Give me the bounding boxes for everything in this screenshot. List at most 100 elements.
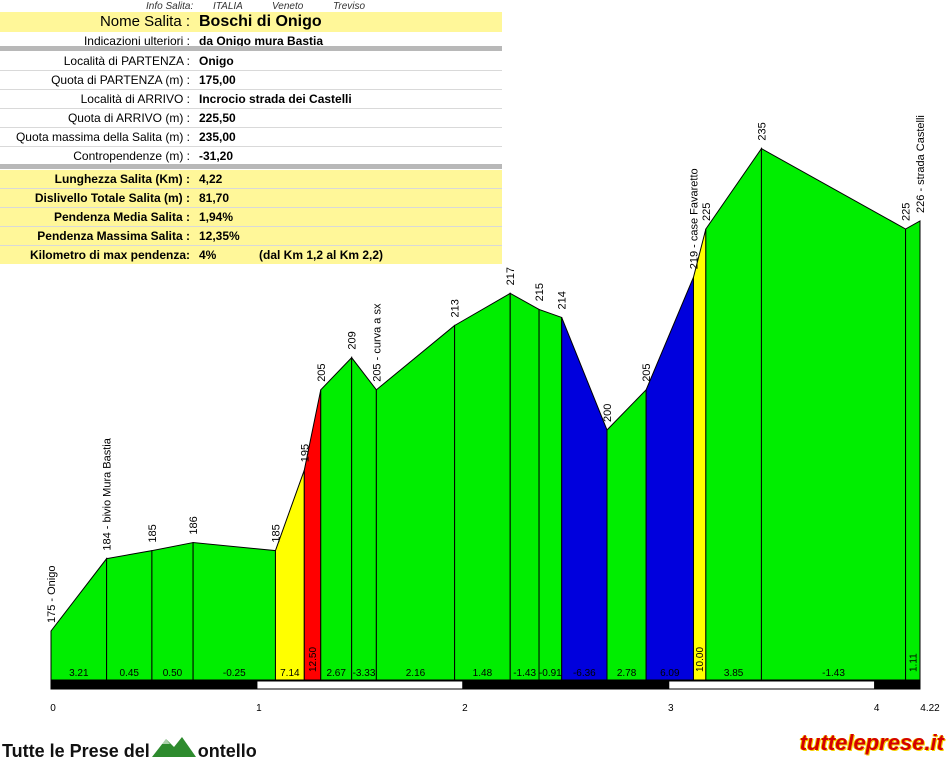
climb-name-row: Nome Salita : Boschi di Onigo: [0, 12, 502, 32]
gradient-label: 1.11: [908, 653, 919, 672]
elevation-label: 175 - Onigo: [46, 566, 58, 623]
summary-row-value: 4%: [199, 248, 217, 262]
summary-row-note: (dal Km 1,2 al Km 2,2): [259, 248, 384, 262]
profile-segment: [320, 356, 353, 681]
gradient-label: 7.14: [280, 668, 300, 679]
gradient-label: 0.50: [163, 668, 183, 679]
km-scale-bar: [462, 680, 670, 690]
summary-row-label: Pendenza Massima Salita :: [37, 229, 190, 243]
divider: [0, 46, 502, 51]
elevation-label: 186: [188, 516, 200, 534]
elevation-label: 185: [270, 524, 282, 542]
km-scale-bar: [256, 680, 464, 690]
elevation-label: 214: [557, 291, 569, 309]
info-label: Info Salita:: [146, 1, 194, 12]
info-row-value: Incrocio strada dei Castelli: [199, 92, 352, 106]
km-scale-bar: [50, 680, 258, 690]
profile-segment: [106, 550, 153, 681]
gradient-label: 3.21: [69, 668, 89, 679]
extra-info-label: Indicazioni ulteriori :: [83, 34, 190, 48]
summary-row-value: 1,94%: [199, 210, 234, 224]
info-row-value: 225,50: [199, 111, 236, 125]
country-label: ITALIA: [213, 1, 243, 12]
gradient-label: 3.85: [724, 668, 744, 679]
summary-row-label: Kilometro di max pendenza:: [29, 248, 190, 262]
info-row-value: Onigo: [199, 54, 234, 68]
gradient-label: 2.67: [326, 668, 346, 679]
elevation-label: 213: [450, 299, 462, 317]
elevation-label: 217: [505, 267, 517, 285]
profile-segment: [645, 277, 694, 681]
elevation-label: 219 - case Favaretto: [688, 168, 700, 269]
summary-row: Pendenza Media Salita : 1,94%: [0, 208, 502, 227]
x-tick-label: 0: [50, 703, 56, 714]
x-tick-label: 2: [462, 703, 468, 714]
info-row-label: Contropendenze (m) :: [73, 149, 190, 163]
profile-segment: [705, 146, 762, 681]
info-row-label: Quota massima della Salita (m) :: [15, 130, 190, 144]
elevation-label: 225: [701, 203, 713, 221]
profile-segment: [375, 324, 456, 681]
summary-row-value: 12,35%: [199, 229, 240, 243]
site-url[interactable]: tutteleprese.it: [799, 730, 944, 755]
gradient-label: 1.48: [473, 668, 493, 679]
site-logo-text: Tutte le Prese del ontello: [2, 733, 257, 764]
elevation-label: 225: [901, 203, 913, 221]
profile-segment: [303, 389, 322, 681]
profile-segment: [538, 308, 563, 681]
gradient-label: 0.45: [120, 668, 140, 679]
profile-segment: [760, 147, 907, 681]
gradient-label: 12.50: [308, 647, 319, 672]
logo-text-a: Tutte le Prese del: [2, 741, 150, 761]
gradient-label: 2.78: [617, 668, 637, 679]
info-row: Località di ARRIVO : Incrocio strada dei…: [0, 90, 502, 109]
summary-row: Dislivello Totale Salita (m) : 81,70: [0, 189, 502, 208]
info-row: Quota massima della Salita (m) : 235,00: [0, 128, 502, 147]
profile-segment: [905, 220, 921, 681]
info-row-value: -31,20: [199, 149, 234, 163]
info-row-label: Quota di ARRIVO (m) :: [67, 111, 190, 125]
region-label: Veneto: [272, 1, 304, 12]
info-row: Quota di PARTENZA (m) : 175,00: [0, 71, 502, 90]
elevation-label: 185: [147, 524, 159, 542]
x-tick-label: 4.22: [920, 703, 940, 714]
x-tick-label: 1: [256, 703, 262, 714]
info-row-label: Località di PARTENZA :: [63, 54, 190, 68]
x-tick-label: 3: [668, 703, 674, 714]
extra-info-value: da Onigo mura Bastia: [199, 34, 324, 48]
elevation-label: 184 - bivio Mura Bastia: [102, 437, 114, 550]
elevation-label: 200: [602, 404, 614, 422]
province-label: Treviso: [333, 1, 366, 12]
profile-segment: [151, 541, 194, 681]
profile-segment: [561, 317, 608, 681]
elevation-label: 195: [299, 444, 311, 462]
gradient-label: -3.33: [353, 668, 376, 679]
gradient-label: -0.91: [539, 668, 562, 679]
profile-segment: [50, 557, 108, 681]
info-row: Quota di ARRIVO (m) : 225,50: [0, 109, 502, 128]
x-tick-label: 4: [874, 703, 880, 714]
gradient-label: 2.16: [406, 668, 426, 679]
divider: [0, 164, 502, 169]
mountain-logo-icon: [150, 733, 198, 764]
km-scale-bar: [874, 680, 921, 690]
info-row-value: 175,00: [199, 73, 236, 87]
profile-segment: [274, 470, 305, 681]
summary-row-value: 4,22: [199, 172, 223, 186]
info-row-label: Località di ARRIVO :: [80, 92, 190, 106]
info-row-label: Quota di PARTENZA (m) :: [51, 73, 190, 87]
summary-row-label: Dislivello Totale Salita (m) :: [34, 191, 190, 205]
gradient-label: -1.43: [822, 668, 845, 679]
summary-row: Lunghezza Salita (Km) : 4,22: [0, 170, 502, 189]
gradient-label: -1.43: [513, 668, 536, 679]
elevation-label: 215: [534, 283, 546, 301]
summary-row: Pendenza Massima Salita : 12,35%: [0, 227, 502, 246]
summary-row-label: Pendenza Media Salita :: [53, 210, 190, 224]
profile-segment: [692, 228, 707, 681]
summary-row-value: 81,70: [199, 191, 230, 205]
gradient-label: -6.36: [573, 668, 596, 679]
info-row: Località di PARTENZA : Onigo: [0, 52, 502, 71]
km-scale-bar: [668, 680, 876, 690]
summary-row: Kilometro di max pendenza: 4% (dal Km 1,…: [0, 246, 502, 264]
